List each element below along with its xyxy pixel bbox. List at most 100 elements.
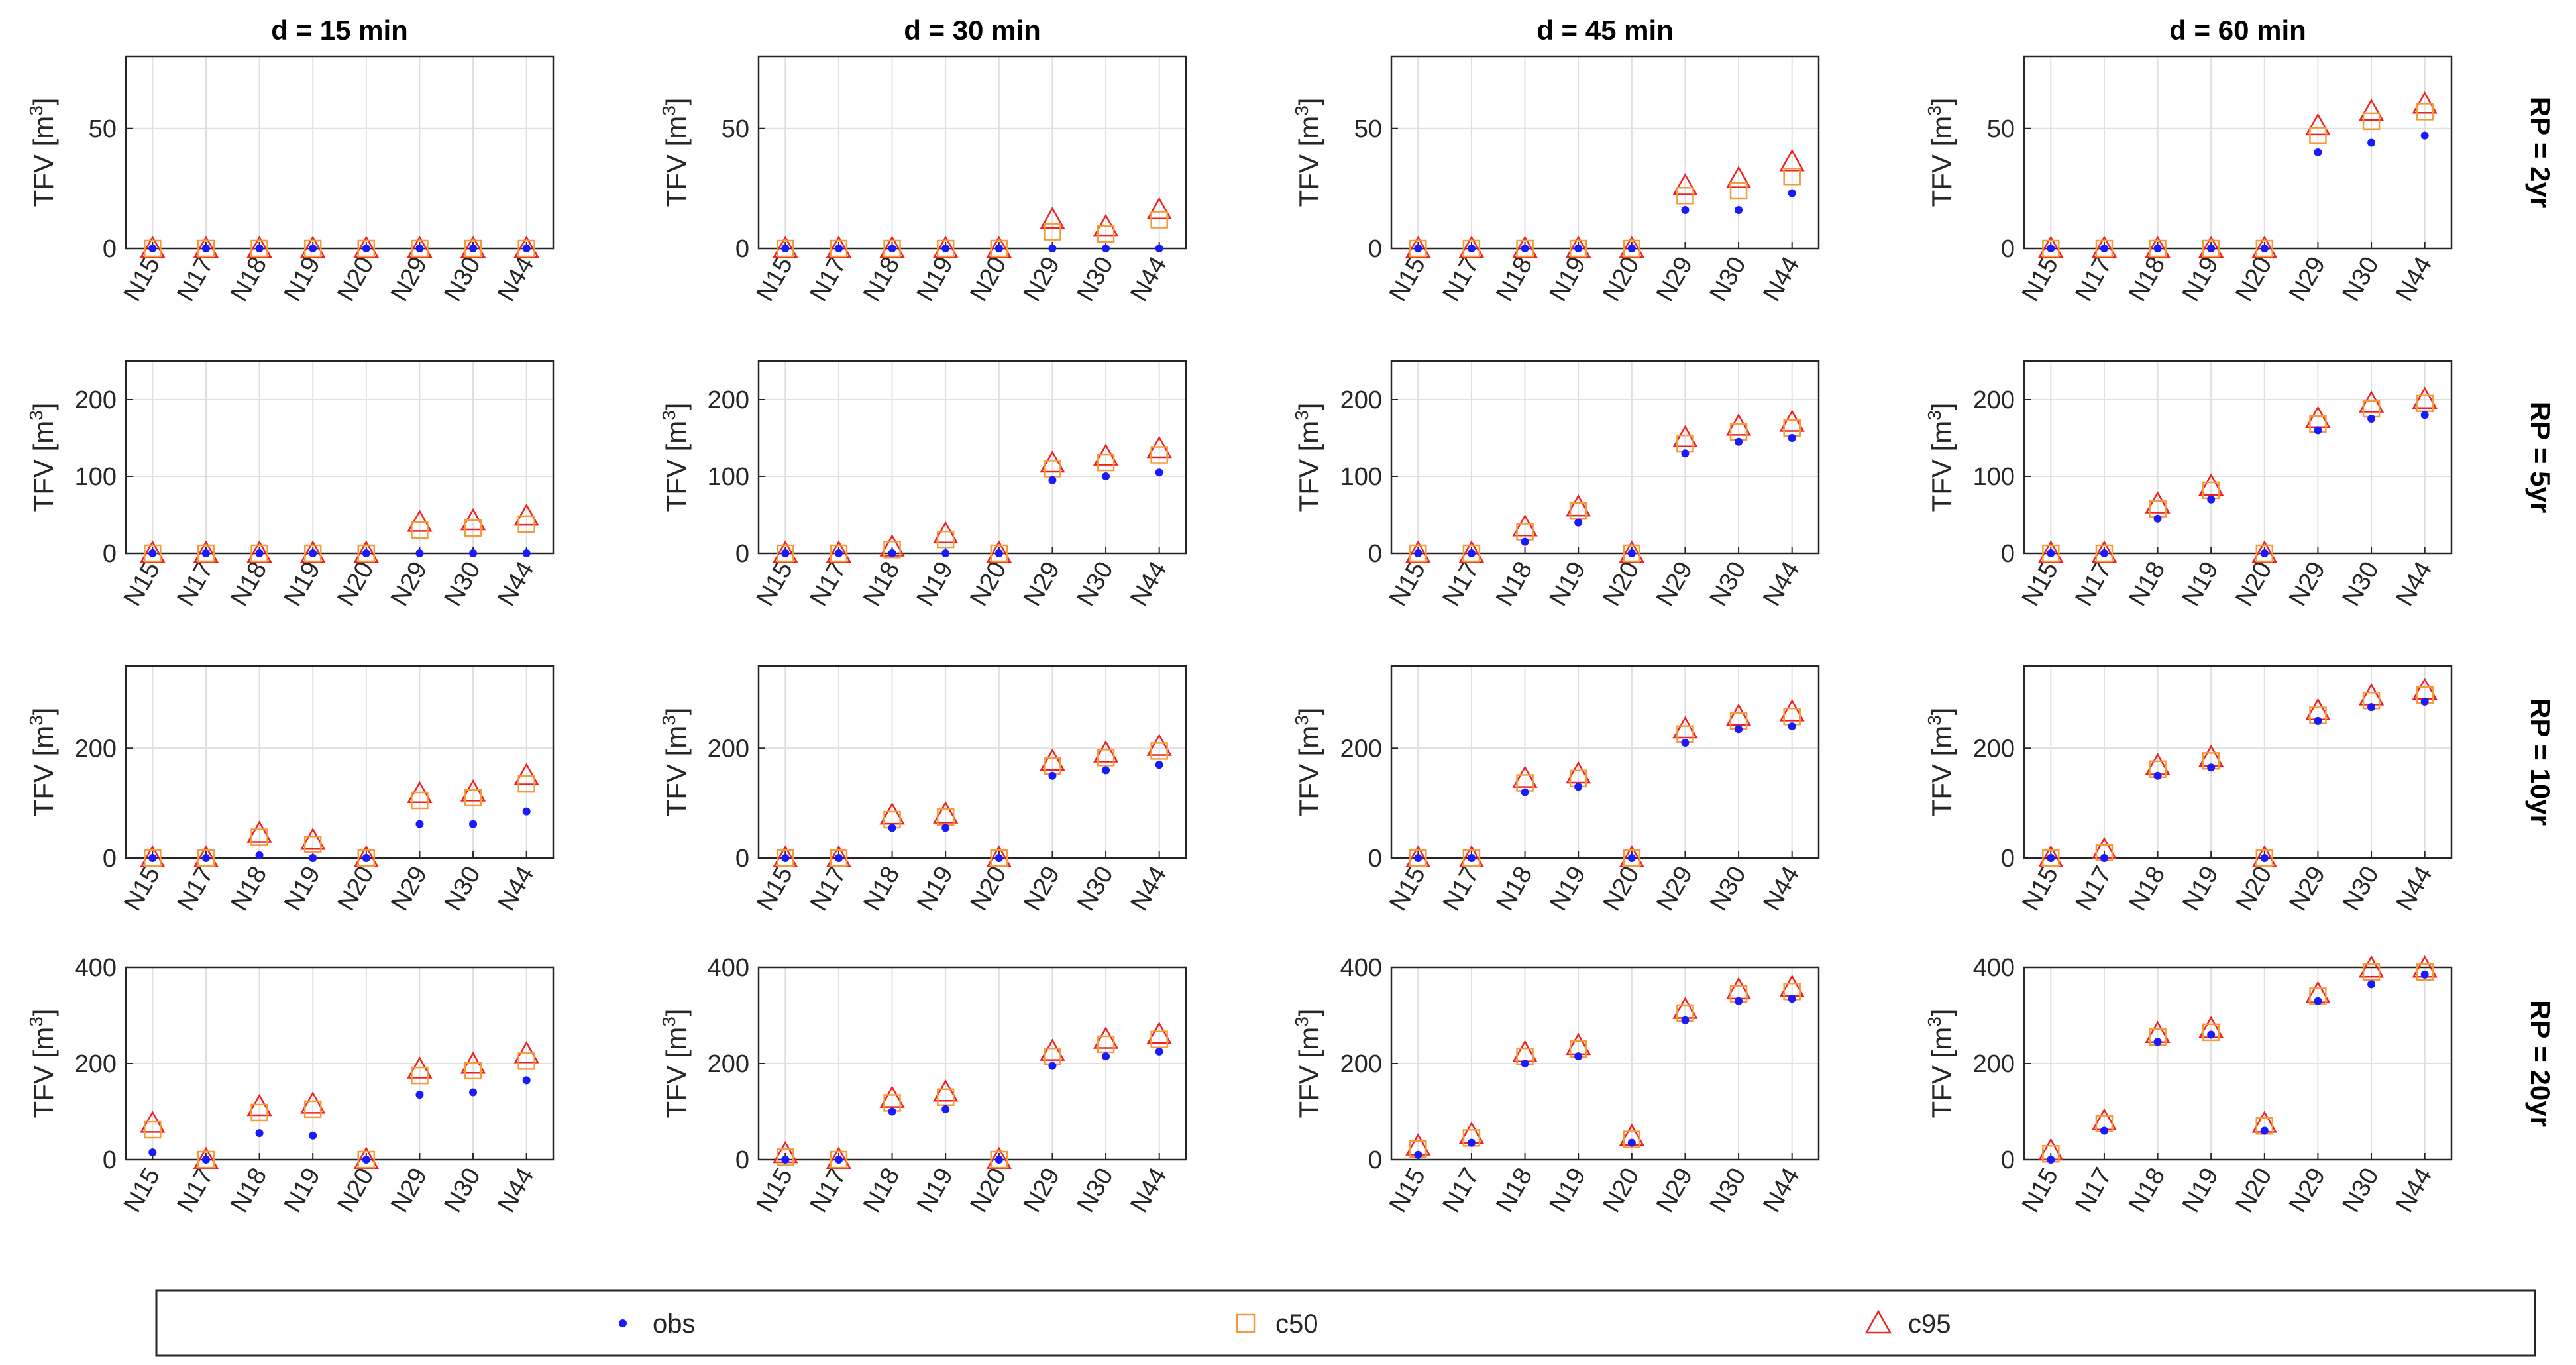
- y-axis-label-close: ]: [1293, 1009, 1324, 1017]
- x-tick-label: N20: [965, 1164, 1012, 1217]
- row-title: RP = 20yr: [2525, 1000, 2556, 1127]
- c95-marker: [1512, 765, 1538, 788]
- c50-marker: [830, 239, 848, 258]
- axes-box: [125, 665, 555, 859]
- y-tick-label: 400: [1973, 954, 2015, 982]
- obs-marker: [2314, 148, 2322, 156]
- obs-marker: [2153, 771, 2162, 780]
- c50-marker: [464, 519, 482, 537]
- x-tick-label: N44: [2390, 252, 2438, 306]
- obs-marker: [1048, 1062, 1057, 1070]
- panel: 0 200 N15 N17 N18 N19 N20 N29 N30 N44 TFV [m3]: [659, 665, 1187, 916]
- c95-marker: [933, 521, 959, 543]
- obs-marker: [1681, 1016, 1690, 1024]
- y-axis-label-close: ]: [1926, 708, 1957, 716]
- obs-marker: [834, 549, 843, 557]
- x-tick-label: N20: [1597, 557, 1644, 611]
- obs-marker: [2367, 703, 2376, 712]
- x-tick-label: N17: [804, 1164, 851, 1217]
- x-tick-label: N44: [492, 862, 539, 916]
- obs-marker: [2047, 854, 2055, 862]
- x-tick-label: N19: [1544, 557, 1591, 611]
- c95-marker: [1146, 197, 1172, 219]
- axes-box: [757, 55, 1187, 250]
- y-axis-label-close: ]: [28, 1009, 59, 1017]
- x-tick-label: N20: [2230, 252, 2277, 306]
- y-axis-label-close: ]: [1926, 1009, 1957, 1017]
- y-tick-label: 100: [1973, 463, 2015, 491]
- obs-marker: [1735, 437, 1743, 446]
- x-tick-label: N20: [1597, 1164, 1644, 1217]
- c50-marker: [2255, 239, 2274, 258]
- c50-marker: [517, 515, 535, 533]
- y-axis-label-text: TFV [m: [661, 421, 692, 512]
- y-axis-label: TFV [m3]: [659, 708, 692, 817]
- c95-marker: [2198, 473, 2224, 496]
- x-tick-label: N29: [1651, 862, 1698, 916]
- x-tick-label: N19: [2177, 557, 2224, 611]
- c50-marker: [411, 239, 429, 258]
- x-tick-label: N19: [912, 1164, 959, 1217]
- legend-label: obs: [653, 1309, 696, 1338]
- y-axis-label-text: TFV [m: [28, 116, 59, 207]
- y-axis-label-sup: 3: [1291, 105, 1312, 116]
- x-tick-label: N20: [332, 1164, 379, 1217]
- y-axis-label: TFV [m3]: [659, 98, 692, 207]
- c50-marker: [1729, 182, 1748, 200]
- x-tick-label: N17: [172, 252, 219, 306]
- y-tick-label: 50: [89, 115, 117, 143]
- x-tick-label: N18: [2123, 862, 2171, 916]
- x-tick-label: N29: [1651, 557, 1698, 611]
- column-title: d = 30 min: [904, 15, 1041, 46]
- c50-marker: [1150, 211, 1168, 229]
- obs-marker: [941, 1105, 950, 1113]
- row-title: RP = 2yr: [2525, 97, 2556, 209]
- x-tick-label: N17: [1437, 862, 1484, 916]
- x-tick-label: N19: [279, 862, 326, 916]
- c50-marker: [2095, 544, 2114, 563]
- y-axis-label: TFV [m3]: [1924, 708, 1957, 817]
- x-tick-label: N18: [2123, 557, 2171, 611]
- obs-marker: [2314, 426, 2322, 435]
- c50-marker: [1409, 239, 1427, 258]
- y-axis-label: TFV [m3]: [1291, 98, 1324, 207]
- obs-marker: [1102, 766, 1110, 775]
- c95-marker: [2412, 386, 2438, 409]
- c50-marker: [357, 849, 376, 867]
- y-tick-label: 200: [1973, 735, 2015, 763]
- c50-marker: [1044, 223, 1061, 241]
- y-tick-label: 0: [2001, 540, 2015, 568]
- obs-marker: [834, 245, 843, 252]
- x-tick-label: N30: [439, 1164, 486, 1217]
- y-axis-label-text: TFV [m: [1293, 1027, 1324, 1119]
- obs-marker: [201, 1156, 210, 1164]
- y-axis-label-sup: 3: [26, 715, 46, 726]
- c50-marker: [303, 836, 322, 853]
- obs-marker: [941, 824, 950, 832]
- obs-marker: [1681, 449, 1690, 458]
- x-tick-label: N30: [2337, 252, 2385, 306]
- y-axis-label-text: TFV [m: [1293, 726, 1324, 817]
- obs-marker: [201, 854, 210, 862]
- x-tick-label: N29: [386, 252, 433, 306]
- c50-marker: [357, 239, 376, 258]
- legend-box: [155, 1289, 2536, 1357]
- y-axis-label: TFV [m3]: [1291, 1009, 1324, 1119]
- c50-marker: [2042, 849, 2060, 867]
- c50-marker: [2416, 103, 2434, 121]
- y-tick-label: 200: [1340, 386, 1382, 414]
- obs-marker: [2314, 997, 2322, 1005]
- y-axis-label-close: ]: [661, 708, 692, 716]
- x-tick-label: N44: [1125, 862, 1172, 916]
- y-tick-label: 100: [708, 463, 749, 491]
- obs-marker: [1414, 245, 1422, 252]
- y-axis-label-close: ]: [661, 403, 692, 411]
- c50-marker: [830, 544, 848, 563]
- c50-marker: [2042, 239, 2060, 258]
- obs-marker: [781, 245, 790, 252]
- x-tick-label: N18: [225, 862, 272, 916]
- c50-marker: [144, 1120, 162, 1139]
- c50-marker: [1623, 849, 1641, 867]
- c50-marker: [464, 239, 482, 258]
- obs-marker: [362, 549, 370, 557]
